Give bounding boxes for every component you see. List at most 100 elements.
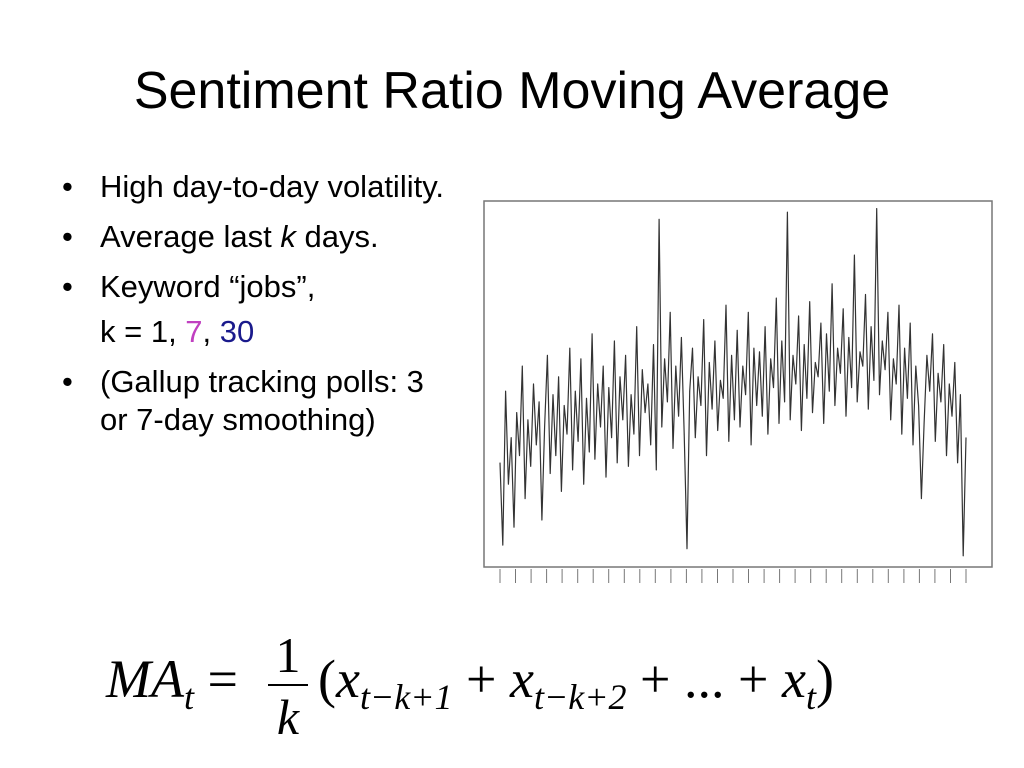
data-point	[773, 387, 774, 388]
formula-plus-2: +	[640, 649, 671, 709]
data-point	[672, 448, 674, 449]
data-point	[697, 376, 699, 378]
data-point	[664, 358, 665, 360]
bullet-average-post: days.	[295, 218, 379, 254]
data-point	[655, 469, 657, 471]
formula-close-paren: )	[815, 649, 834, 709]
data-point	[764, 326, 766, 328]
formula-xt: x	[781, 649, 806, 709]
data-point	[608, 387, 610, 388]
bullet-dot: •	[62, 268, 73, 304]
data-point	[923, 423, 925, 424]
data-point	[530, 465, 532, 467]
data-point	[954, 362, 956, 363]
data-point	[873, 380, 875, 381]
data-point	[759, 351, 760, 353]
data-point	[767, 433, 769, 435]
plot-frame	[483, 200, 993, 568]
formula-lhs: MAt =	[106, 652, 238, 715]
formula-fraction: 1 k	[268, 624, 308, 742]
data-point	[658, 218, 660, 220]
data-point	[683, 433, 685, 435]
data-point	[895, 383, 897, 385]
data-point	[533, 383, 534, 385]
data-point	[965, 437, 967, 439]
k-value-30: 30	[219, 314, 255, 350]
formula-open-paren: (	[318, 649, 336, 709]
data-point	[563, 405, 565, 406]
data-point	[728, 440, 730, 442]
data-point	[555, 455, 557, 456]
data-point	[840, 372, 841, 374]
data-point	[770, 358, 772, 360]
bullet-average: • Average last k days.	[60, 218, 460, 256]
data-point	[884, 369, 886, 371]
data-point	[865, 294, 866, 295]
data-point	[736, 329, 738, 331]
data-point	[700, 405, 702, 406]
x-axis-ticks	[499, 569, 967, 583]
bullet-volatility: • High day-to-day volatility.	[60, 168, 460, 206]
data-point	[837, 347, 838, 349]
slide-title: Sentiment Ratio Moving Average	[133, 62, 891, 120]
data-point	[756, 405, 758, 406]
data-point	[636, 326, 638, 328]
data-point	[932, 333, 933, 335]
data-point	[561, 491, 562, 492]
data-point	[725, 304, 727, 306]
data-point	[781, 340, 783, 342]
formula-denominator: k	[276, 689, 300, 745]
data-point	[681, 337, 682, 338]
data-point	[611, 437, 612, 439]
data-point	[694, 437, 696, 439]
data-point	[739, 426, 741, 428]
data-point	[541, 519, 543, 521]
data-point	[505, 390, 506, 392]
data-point	[817, 376, 819, 378]
data-point	[538, 401, 540, 403]
data-point	[535, 444, 537, 446]
data-point	[566, 433, 568, 435]
data-point	[946, 455, 947, 456]
data-point	[597, 383, 599, 385]
data-point	[586, 397, 587, 399]
data-point	[745, 394, 746, 396]
data-point	[761, 415, 763, 417]
data-point	[647, 383, 649, 385]
formula-numerator: 1	[275, 627, 301, 683]
data-point	[806, 397, 808, 399]
data-point	[667, 401, 668, 403]
data-point	[934, 440, 936, 442]
data-point	[803, 344, 805, 345]
data-point	[544, 426, 545, 428]
data-point	[502, 544, 504, 546]
data-point	[734, 419, 735, 421]
data-point	[856, 401, 858, 403]
data-point	[867, 408, 869, 410]
data-point	[951, 415, 953, 417]
data-point	[962, 555, 964, 557]
data-point	[778, 423, 780, 424]
series-line-k1	[499, 208, 967, 557]
data-point	[499, 462, 501, 464]
data-point	[569, 347, 571, 349]
data-point	[675, 365, 677, 367]
data-point	[948, 383, 950, 385]
data-point	[801, 430, 802, 431]
bullet-dot: •	[62, 364, 73, 400]
data-point	[600, 426, 601, 428]
data-point	[881, 340, 883, 342]
formula-equals: =	[207, 649, 238, 709]
data-point	[890, 419, 892, 421]
data-point	[513, 526, 515, 528]
formula-fraction-bar	[268, 684, 308, 686]
data-point	[572, 469, 573, 471]
data-point	[574, 390, 576, 392]
data-point	[775, 297, 777, 299]
data-point	[714, 340, 716, 342]
data-point	[812, 412, 813, 413]
data-point	[870, 326, 872, 328]
data-point	[940, 401, 942, 403]
data-point	[510, 437, 512, 439]
data-point	[580, 358, 582, 360]
